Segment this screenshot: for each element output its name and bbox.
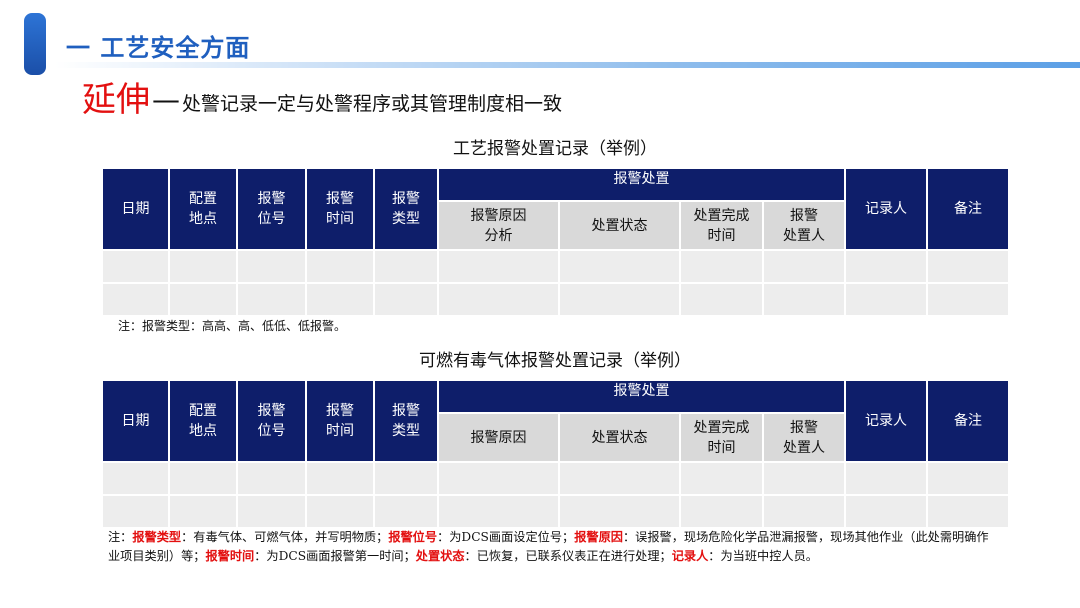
- table2-caption: 可燃有毒气体报警处置记录（举例）: [419, 351, 691, 371]
- note-text: ：为DCS画面报警第一时间；: [254, 549, 416, 563]
- table-cell: [375, 463, 437, 494]
- header-finish-time: 处置完成 时间: [681, 202, 762, 249]
- table-cell: [764, 463, 844, 494]
- header-handling-status: 处置状态: [560, 202, 679, 249]
- subtitle-text: 处警记录一定与处警程序或其管理制度相一致: [182, 93, 563, 115]
- table-cell: [439, 284, 558, 315]
- alarm-record-table: 日期 配置 地点 报警 位号 报警 时间 报警 类型 报警处置 记录人 备注 报…: [103, 169, 1008, 315]
- table-cell: [928, 284, 1008, 315]
- note-keyword: 记录人: [671, 549, 709, 563]
- header-divider: [55, 62, 1080, 68]
- table-cell: [681, 496, 762, 527]
- table-cell: [103, 284, 168, 315]
- header-recorder: 记录人: [846, 169, 926, 249]
- table-cell: [238, 251, 305, 282]
- table1-note: 注：报警类型：高高、高、低低、低报警。: [118, 319, 347, 333]
- header-alarm-position: 报警 位号: [238, 169, 305, 249]
- header-finish-time: 处置完成 时间: [681, 414, 762, 461]
- header-remark: 备注: [928, 381, 1008, 461]
- header-alarm-cause: 报警原因 分析: [439, 202, 558, 249]
- table-cell: [928, 251, 1008, 282]
- table-cell: [764, 284, 844, 315]
- table-cell: [928, 463, 1008, 494]
- gas-alarm-record-table: 日期 配置 地点 报警 位号 报警 时间 报警 类型 报警处置 记录人 备注 报…: [103, 381, 1008, 527]
- note-keyword: 报警位号: [388, 530, 438, 544]
- table-cell: [170, 463, 236, 494]
- header-alarm-cause: 报警原因: [439, 414, 558, 461]
- table-cell: [764, 251, 844, 282]
- table-cell: [307, 284, 373, 315]
- table-cell: [170, 496, 236, 527]
- table-cell: [238, 284, 305, 315]
- table-cell: [681, 251, 762, 282]
- subtitle: 延伸 — 处警记录一定与处警程序或其管理制度相一致: [82, 74, 562, 120]
- note-keyword: 报警类型: [132, 530, 182, 544]
- table-cell: [846, 463, 926, 494]
- table-cell: [375, 251, 437, 282]
- note-text: ：已恢复，已联系仪表正在进行处理；: [464, 549, 672, 563]
- table-cell: [439, 463, 558, 494]
- table-cell: [307, 251, 373, 282]
- header-handler: 报警 处置人: [764, 202, 844, 249]
- table-cell: [170, 251, 236, 282]
- header-recorder: 记录人: [846, 381, 926, 461]
- table-cell: [238, 463, 305, 494]
- table-cell: [846, 496, 926, 527]
- table-cell: [928, 496, 1008, 527]
- header-location: 配置 地点: [170, 381, 236, 461]
- note-keyword: 处置状态: [415, 549, 465, 563]
- table2-note: 注：报警类型：有毒气体、可燃气体，并写明物质；报警位号：为DCS画面设定位号；报…: [108, 528, 998, 566]
- header-accent-bar: [24, 13, 46, 75]
- table-cell: [103, 496, 168, 527]
- table-cell: [846, 251, 926, 282]
- header-handler: 报警 处置人: [764, 414, 844, 461]
- note-text: ：为DCS画面设定位号；: [437, 530, 575, 544]
- subtitle-emphasis: 延伸: [82, 80, 150, 120]
- note-text: ：有毒气体、可燃气体，并写明物质；: [181, 530, 389, 544]
- table1-caption: 工艺报警处置记录（举例）: [453, 139, 657, 159]
- table-cell: [307, 463, 373, 494]
- header-remark: 备注: [928, 169, 1008, 249]
- header-date: 日期: [103, 381, 168, 461]
- note-text: ：误报警，现场危险化学品泄漏报警，现场其他作业（此处需明确作业项目类别）等；: [108, 530, 989, 563]
- table-cell: [681, 463, 762, 494]
- table-cell: [681, 284, 762, 315]
- header-handling-status: 处置状态: [560, 414, 679, 461]
- header-alarm-handling: 报警处置: [439, 381, 844, 412]
- table-cell: [560, 251, 679, 282]
- table-cell: [307, 496, 373, 527]
- note-keyword: 报警原因: [574, 530, 623, 544]
- note-keyword: 报警时间: [205, 549, 255, 563]
- table-cell: [103, 251, 168, 282]
- table-cell: [170, 284, 236, 315]
- table-cell: [846, 284, 926, 315]
- header-alarm-type: 报警 类型: [375, 169, 437, 249]
- header-alarm-handling: 报警处置: [439, 169, 844, 200]
- table-cell: [238, 496, 305, 527]
- table-cell: [560, 463, 679, 494]
- table-cell: [439, 496, 558, 527]
- note-prefix: 注：: [108, 530, 133, 544]
- header-alarm-time: 报警 时间: [307, 381, 373, 461]
- table-cell: [560, 496, 679, 527]
- table-cell: [375, 496, 437, 527]
- table-cell: [560, 284, 679, 315]
- header-alarm-position: 报警 位号: [238, 381, 305, 461]
- page-title: 一 工艺安全方面: [66, 34, 251, 62]
- note-text: ：为当班中控人员。: [708, 549, 818, 563]
- table-cell: [375, 284, 437, 315]
- header-date: 日期: [103, 169, 168, 249]
- header-location: 配置 地点: [170, 169, 236, 249]
- table-cell: [439, 251, 558, 282]
- table-cell: [103, 463, 168, 494]
- header-alarm-time: 报警 时间: [307, 169, 373, 249]
- subtitle-dash: —: [152, 83, 180, 116]
- header-alarm-type: 报警 类型: [375, 381, 437, 461]
- table-cell: [764, 496, 844, 527]
